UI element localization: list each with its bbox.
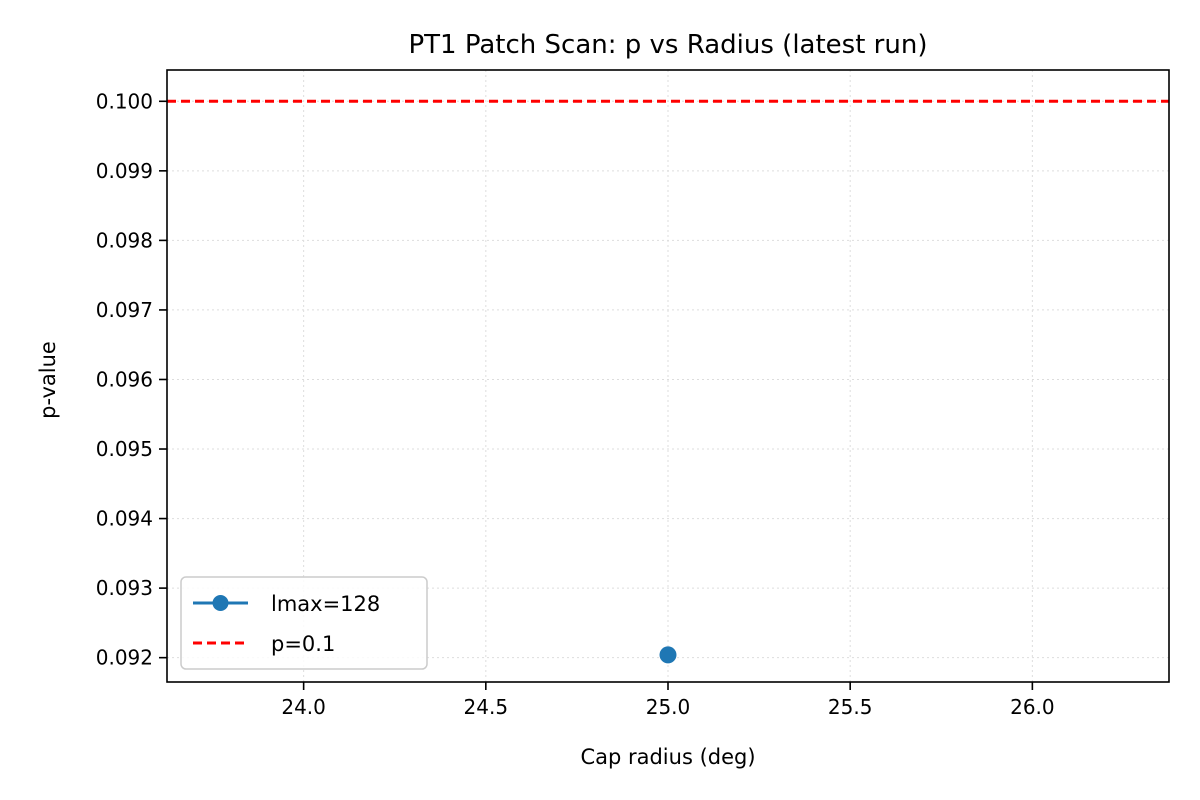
data-point (659, 646, 677, 664)
x-tick-label: 26.0 (1010, 695, 1055, 719)
y-axis-ticks: 0.092 0.093 0.094 0.095 0.096 0.097 0.098 0.099… (96, 89, 167, 670)
legend-box (180, 576, 428, 670)
x-axis-label: Cap radius (deg) (580, 745, 755, 769)
chart-title: PT1 Patch Scan: p vs Radius (latest run) (409, 30, 928, 60)
y-tick-label: 0.092 (96, 646, 153, 670)
y-tick-label: 0.100 (96, 89, 153, 113)
x-tick-label: 24.5 (464, 695, 509, 719)
y-axis-label: p-value (36, 341, 60, 419)
legend-reference-label: p=0.1 (271, 632, 335, 656)
y-tick-label: 0.099 (96, 159, 153, 183)
y-tick-label: 0.094 (96, 507, 153, 531)
x-tick-label: 24.0 (281, 695, 326, 719)
legend-series-label: lmax=128 (271, 592, 380, 616)
y-tick-label: 0.096 (96, 367, 153, 391)
x-tick-label: 25.0 (646, 695, 691, 719)
legend: lmax=128 p=0.1 (180, 576, 428, 670)
y-tick-label: 0.098 (96, 228, 153, 252)
data-series (659, 646, 677, 664)
y-tick-label: 0.095 (96, 437, 153, 461)
y-tick-label: 0.097 (96, 298, 153, 322)
x-tick-label: 25.5 (828, 695, 873, 719)
y-tick-label: 0.093 (96, 576, 153, 600)
legend-series-marker (212, 595, 229, 611)
x-axis-ticks: 24.0 24.5 25.0 25.5 26.0 (281, 682, 1055, 719)
